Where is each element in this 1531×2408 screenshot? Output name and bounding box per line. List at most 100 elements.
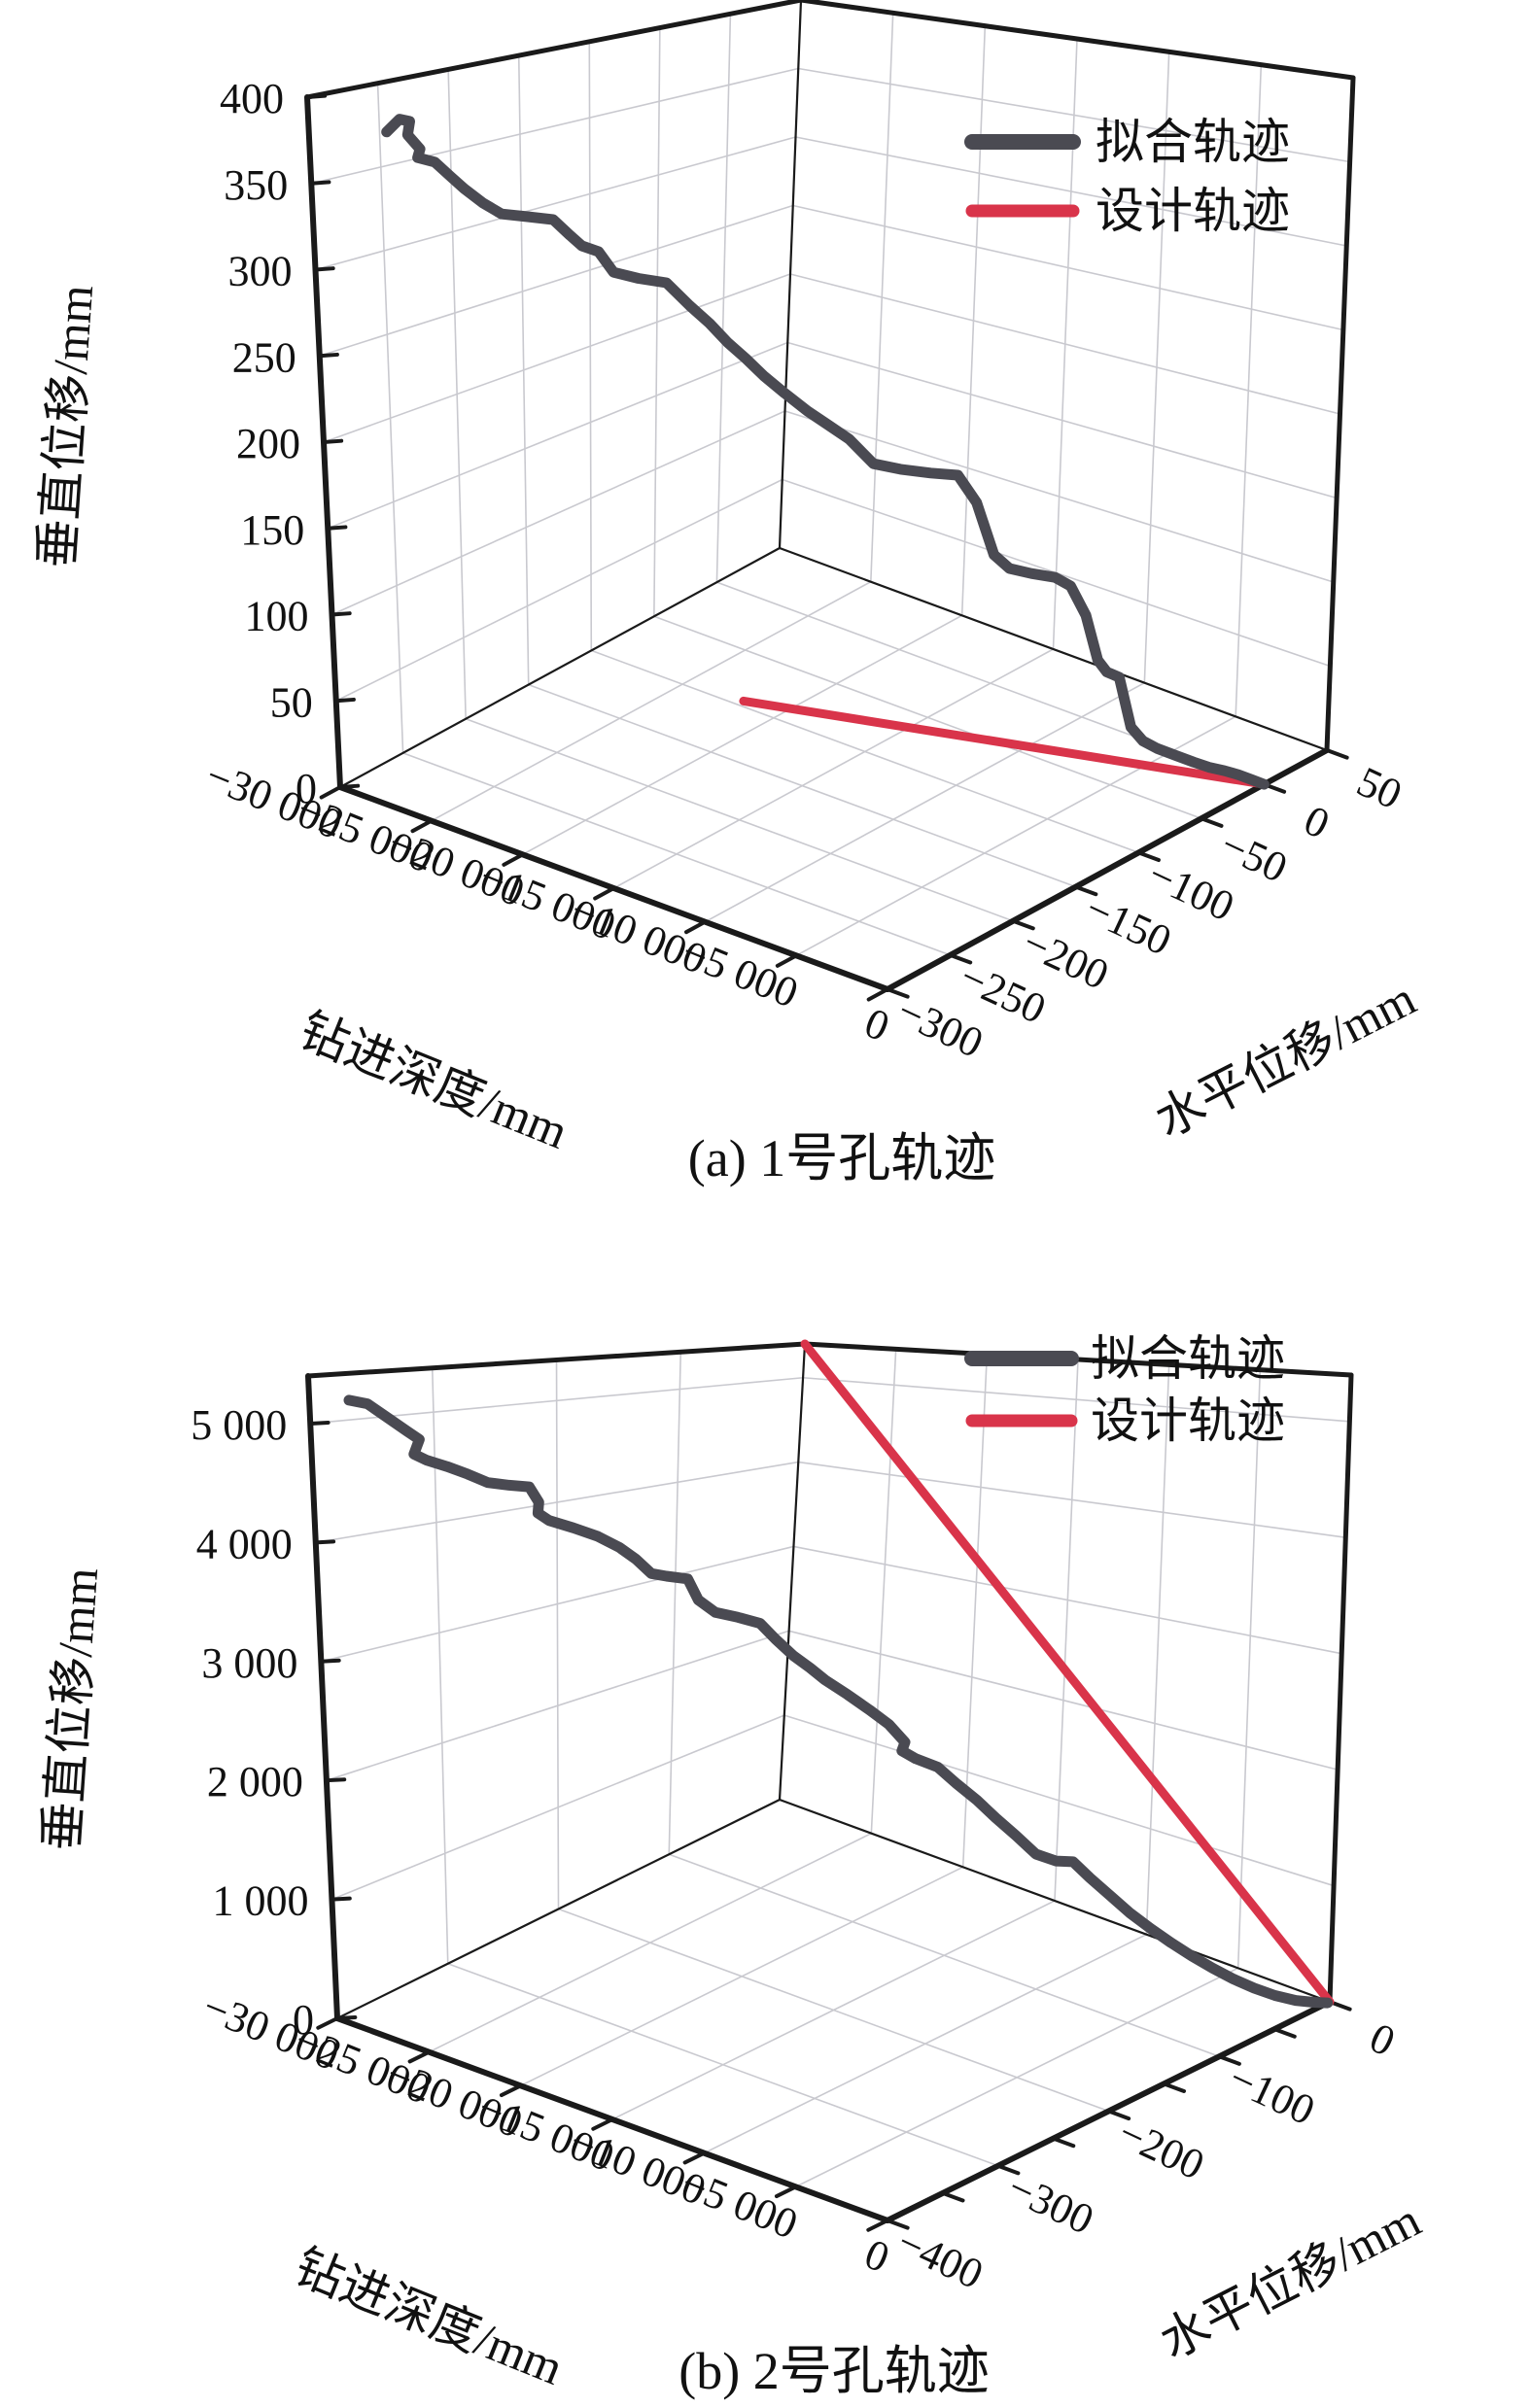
z-tick-label: 0 [293, 1996, 314, 2044]
caption-a: (a) 1号孔轨迹 [688, 1129, 995, 1187]
y-tick [1217, 2054, 1241, 2066]
z-tick-label: 150 [240, 506, 304, 554]
grid-line [611, 1900, 1056, 2120]
x-tick [407, 2049, 432, 2064]
wall-floor-edge [338, 546, 782, 789]
wall-floor-edge [778, 1798, 1332, 2004]
z-tick-label: 200 [236, 420, 300, 467]
wall-floor-edge [778, 546, 1329, 752]
z-tick-label: 100 [245, 593, 309, 640]
grid-line [519, 1866, 964, 2087]
y-tick-label: 0 [1363, 2013, 1403, 2066]
y-tick-label: 50 [1350, 757, 1409, 818]
z-tick-label: 3 000 [201, 1639, 297, 1687]
y-tick [1051, 2136, 1076, 2149]
fitted-legend-label: 拟合轨迹 [1091, 1331, 1285, 1386]
x-tick [316, 2016, 339, 2030]
z-tick [317, 352, 339, 359]
z-tick-label: 50 [270, 678, 313, 726]
z-axis-title: 垂直位移/mm [34, 1565, 108, 1852]
right-edge [1324, 75, 1356, 753]
grid-line [870, 1348, 897, 1835]
grid-line [555, 1359, 560, 1910]
caption-b: (b) 2号孔轨迹 [679, 2342, 989, 2400]
x-tick-label: −5 000 [676, 928, 805, 1017]
grid-line [787, 1630, 1339, 1771]
y-tick-label: −300 [1000, 2163, 1100, 2244]
grid-line [314, 136, 797, 271]
y-tick [1162, 2081, 1187, 2093]
x-tick [775, 953, 799, 968]
y-tick [1199, 816, 1224, 828]
grid-line [786, 341, 1338, 499]
x-tick-label: 0 [858, 2230, 896, 2283]
z-tick [335, 2015, 358, 2020]
z-tick [313, 266, 335, 272]
z-tick-label: 5 000 [191, 1401, 287, 1449]
grid-line [668, 1351, 682, 1856]
grid-line [310, 67, 800, 185]
grid-line [791, 204, 1344, 331]
y-tick [948, 952, 973, 965]
z-tick-label: 1 000 [212, 1877, 308, 1925]
grid-line [794, 136, 1348, 247]
z-tick-label: 350 [224, 161, 288, 209]
z-tick-label: 250 [232, 333, 296, 381]
grid-line [612, 648, 1055, 889]
x-tick [319, 785, 342, 800]
z-tick [324, 1777, 347, 1783]
design-legend-label: 设计轨迹 [1096, 184, 1290, 238]
x-tick-label: 0 [858, 999, 896, 1051]
x-tick [866, 2219, 889, 2232]
grid-line [331, 1714, 785, 1901]
grid-line [318, 204, 794, 358]
x-tick [593, 886, 616, 901]
top-edge [304, 0, 804, 100]
grid-line [327, 341, 789, 530]
y-tick [886, 987, 910, 999]
grid-line [314, 1461, 800, 1544]
z-tick-label: 4 000 [196, 1520, 293, 1567]
z-tick [308, 1420, 331, 1426]
top-edge [798, 0, 1356, 81]
grid-line [704, 681, 1146, 923]
z-tick-label: 400 [220, 75, 284, 122]
x-tick [866, 987, 889, 1002]
z-tick [305, 93, 328, 99]
grid-line [1145, 1363, 1170, 1936]
grid-line [961, 1353, 989, 1869]
y-tick [995, 2163, 1021, 2176]
grid-line [792, 1545, 1343, 1655]
grid-line [326, 1630, 790, 1781]
grid-line [1054, 1359, 1079, 1902]
z-tick [313, 1539, 336, 1545]
z-tick-label: 300 [228, 248, 293, 295]
grid-line [797, 67, 1351, 163]
x-tick [774, 2184, 798, 2199]
design-trajectory-line [739, 696, 1269, 789]
z-tick [330, 611, 352, 617]
wall-floor-edge [335, 1798, 782, 2020]
grid-line [797, 1461, 1347, 1539]
fitted-trajectory-line [381, 114, 1270, 790]
grid-line [323, 273, 791, 443]
grid-line [1236, 1368, 1262, 1970]
z-tick-label: 2 000 [207, 1758, 303, 1806]
grid-line [521, 614, 963, 856]
y-tick-label: 0 [1297, 796, 1337, 848]
y-tick [1073, 884, 1098, 897]
fitted-legend-label: 拟合轨迹 [1096, 115, 1290, 169]
design-legend-label: 设计轨迹 [1091, 1393, 1285, 1448]
grid-line [783, 1714, 1335, 1887]
z-tick [333, 697, 356, 704]
x-tick [502, 852, 525, 867]
grid-line [795, 715, 1236, 957]
grid-line [334, 478, 783, 703]
grid-line [331, 410, 786, 616]
z-tick [338, 783, 361, 789]
x-tick [499, 2083, 523, 2098]
